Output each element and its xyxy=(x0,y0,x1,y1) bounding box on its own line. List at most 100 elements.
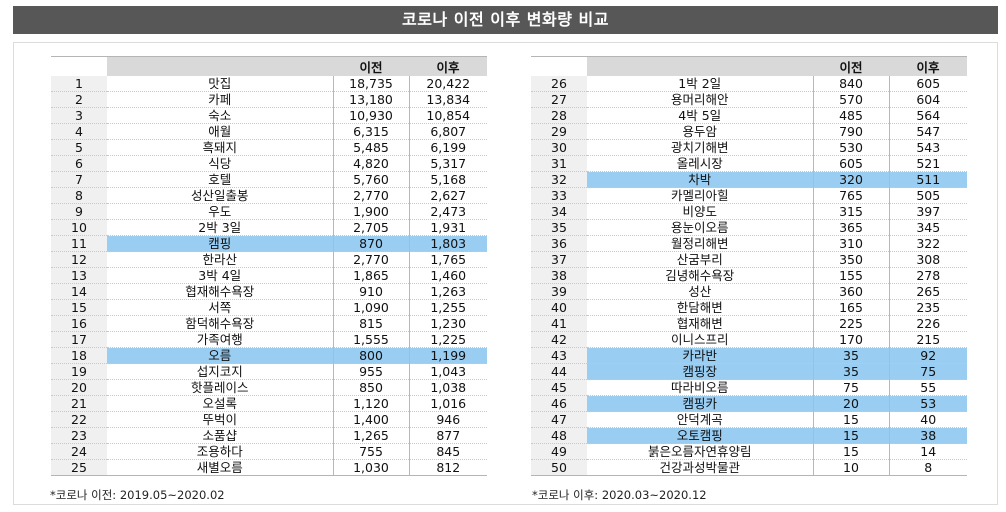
rank-cell: 16 xyxy=(51,315,107,332)
after-value: 5,168 xyxy=(408,171,487,188)
before-value: 4,820 xyxy=(332,155,409,172)
after-value: 215 xyxy=(888,331,967,348)
before-value: 13,180 xyxy=(332,91,409,108)
table-row: 25 새별오름 1,030 812 xyxy=(51,459,487,476)
table-row: 36 월정리해변 310 322 xyxy=(531,235,967,252)
keyword-cell: 오토캠핑 xyxy=(587,427,813,444)
before-value: 225 xyxy=(812,315,889,332)
table-row: 10 2박 3일 2,705 1,931 xyxy=(51,219,487,236)
after-value: 5,317 xyxy=(408,155,487,172)
keyword-cell: 핫플레이스 xyxy=(107,379,333,396)
after-value: 1,038 xyxy=(408,379,487,396)
before-value: 530 xyxy=(812,139,889,156)
keyword-cell: 한담해변 xyxy=(587,299,813,316)
before-value: 1,865 xyxy=(332,267,409,284)
before-value: 2,770 xyxy=(332,251,409,268)
rank-cell: 29 xyxy=(531,123,587,140)
after-value: 308 xyxy=(888,251,967,268)
table-body-left: 1 맛집 18,735 20,422 2 카페 13,180 13,834 3 숙소 10,930 1… xyxy=(51,76,487,476)
before-value: 2,770 xyxy=(332,187,409,204)
keyword-cell: 협재해변 xyxy=(587,315,813,332)
footnote-before-period: *코로나 이전: 2019.05~2020.02 xyxy=(50,488,225,502)
table-row: 26 1박 2일 840 605 xyxy=(531,76,967,92)
keyword-cell: 비양도 xyxy=(587,203,813,220)
table-row: 42 이니스프리 170 215 xyxy=(531,331,967,348)
rank-cell: 39 xyxy=(531,283,587,300)
before-value: 320 xyxy=(812,171,889,188)
before-value: 800 xyxy=(332,347,409,364)
table-row: 35 용눈이오름 365 345 xyxy=(531,219,967,236)
before-value: 15 xyxy=(812,411,889,428)
keyword-cell: 광치기해변 xyxy=(587,139,813,156)
before-value: 765 xyxy=(812,187,889,204)
table-row: 17 가족여행 1,555 1,225 xyxy=(51,331,487,348)
after-value: 2,627 xyxy=(408,187,487,204)
before-value: 1,555 xyxy=(332,331,409,348)
keyword-cell: 맛집 xyxy=(107,76,333,92)
keyword-header xyxy=(587,56,813,76)
after-value: 397 xyxy=(888,203,967,220)
after-value: 604 xyxy=(888,91,967,108)
table-row: 3 숙소 10,930 10,854 xyxy=(51,107,487,124)
rank-cell: 9 xyxy=(51,203,107,220)
after-value: 8 xyxy=(888,459,967,476)
after-value: 265 xyxy=(888,283,967,300)
table-row: 33 카멜리아힐 765 505 xyxy=(531,187,967,204)
keyword-cell: 4박 5일 xyxy=(587,107,813,124)
after-value: 521 xyxy=(888,155,967,172)
rank-cell: 38 xyxy=(531,267,587,284)
before-value: 35 xyxy=(812,363,889,380)
keyword-cell: 호텔 xyxy=(107,171,333,188)
table-row: 14 협재해수욕장 910 1,263 xyxy=(51,283,487,300)
keyword-cell: 오설록 xyxy=(107,395,333,412)
after-value: 1,460 xyxy=(408,267,487,284)
rank-cell: 45 xyxy=(531,379,587,396)
table-row: 31 올레시장 605 521 xyxy=(531,155,967,172)
before-value: 2,705 xyxy=(332,219,409,236)
after-value: 1,765 xyxy=(408,251,487,268)
table-header-row: 이전 이후 xyxy=(51,56,487,76)
rank-cell: 34 xyxy=(531,203,587,220)
table-row: 8 성산일출봉 2,770 2,627 xyxy=(51,187,487,204)
table-row: 39 성산 360 265 xyxy=(531,283,967,300)
rank-cell: 43 xyxy=(531,347,587,364)
table-row: 43 카라반 35 92 xyxy=(531,347,967,364)
table-row: 50 건강과성박물관 10 8 xyxy=(531,459,967,476)
rank-cell: 14 xyxy=(51,283,107,300)
after-value: 55 xyxy=(888,379,967,396)
keyword-cell: 성산 xyxy=(587,283,813,300)
after-value: 1,803 xyxy=(408,235,487,252)
rank-cell: 37 xyxy=(531,251,587,268)
before-value: 755 xyxy=(332,443,409,460)
after-value: 547 xyxy=(888,123,967,140)
keyword-cell: 캠핑카 xyxy=(587,395,813,412)
after-value: 511 xyxy=(888,171,967,188)
rank-cell: 40 xyxy=(531,299,587,316)
rank-cell: 33 xyxy=(531,187,587,204)
comparison-panel: 이전 이후 1 맛집 18,735 20,422 2 카페 13,180 13,834 3 숙소 1… xyxy=(13,42,998,505)
before-value: 10,930 xyxy=(332,107,409,124)
keyword-cell: 협재해수욕장 xyxy=(107,283,333,300)
after-value: 1,255 xyxy=(408,299,487,316)
after-value: 13,834 xyxy=(408,91,487,108)
rank-cell: 3 xyxy=(51,107,107,124)
table-row: 37 산굼부리 350 308 xyxy=(531,251,967,268)
table-row: 12 한라산 2,770 1,765 xyxy=(51,251,487,268)
before-value: 790 xyxy=(812,123,889,140)
before-value: 6,315 xyxy=(332,123,409,140)
before-value: 350 xyxy=(812,251,889,268)
before-value: 870 xyxy=(332,235,409,252)
rank-cell: 50 xyxy=(531,459,587,476)
keyword-cell: 새별오름 xyxy=(107,459,333,476)
before-value: 5,485 xyxy=(332,139,409,156)
rank-cell: 18 xyxy=(51,347,107,364)
table-row: 13 3박 4일 1,865 1,460 xyxy=(51,267,487,284)
before-value: 18,735 xyxy=(332,76,409,92)
after-value: 10,854 xyxy=(408,107,487,124)
table-row: 24 조용하다 755 845 xyxy=(51,443,487,460)
after-value: 877 xyxy=(408,427,487,444)
after-value: 2,473 xyxy=(408,203,487,220)
rank-cell: 36 xyxy=(531,235,587,252)
rank-cell: 46 xyxy=(531,395,587,412)
rank-cell: 35 xyxy=(531,219,587,236)
